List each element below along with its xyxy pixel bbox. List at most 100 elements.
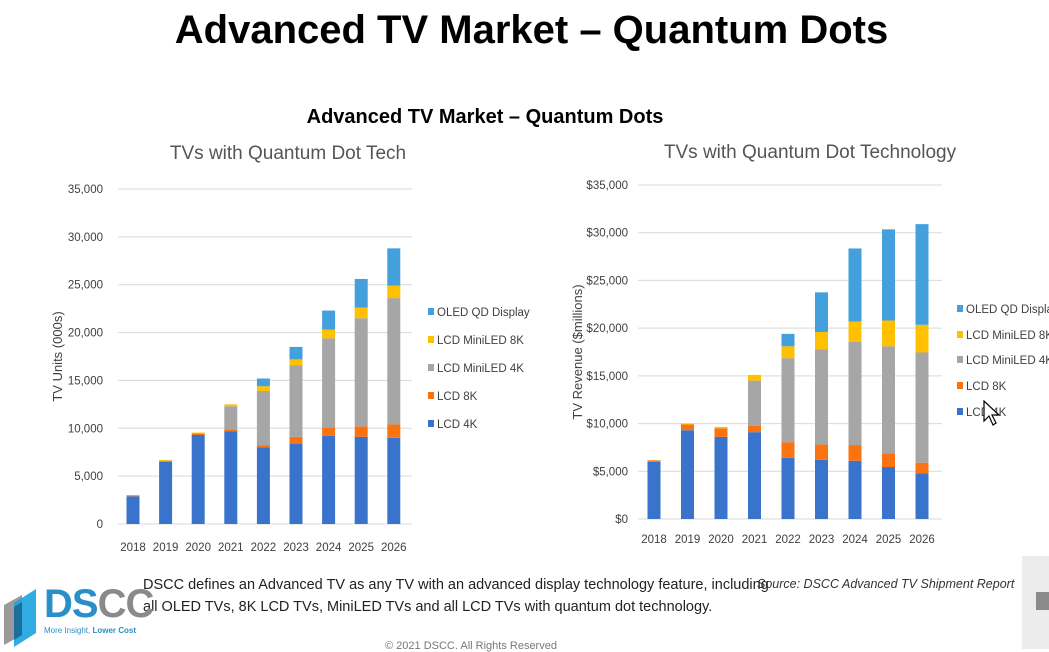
bar-segment-oled-qd-display	[322, 310, 336, 330]
bar-segment-lcd-8k	[256, 445, 270, 448]
x-tick-label: 2023	[809, 534, 835, 546]
legend-label: LCD 4K	[437, 419, 478, 431]
slide-subtitle: Advanced TV Market – Quantum Dots	[306, 106, 664, 128]
bar-segment-lcd-4k	[815, 459, 828, 519]
bar-segment-lcd-miniled-8k	[882, 320, 895, 347]
legend-label: LCD 8K	[437, 391, 478, 403]
bar-segment-oled-qd-display	[781, 333, 795, 347]
bar-segment-lcd-4k	[322, 435, 336, 524]
legend-label: OLED QD Display	[437, 307, 530, 319]
bar-segment-lcd-miniled-4k	[354, 318, 368, 427]
bar-segment-lcd-8k	[647, 460, 661, 462]
dscc-logo: DSCC More Insight, Lower Cost	[0, 583, 154, 649]
bar-segment-lcd-miniled-8k	[387, 285, 401, 299]
footer-line-1: DSCC defines an Advanced TV as any TV wi…	[143, 577, 769, 593]
bar-segment-lcd-8k	[748, 425, 761, 433]
y-tick-label: 25,000	[68, 280, 103, 292]
x-tick-label: 2019	[675, 534, 701, 546]
bar-segment-lcd-8k	[915, 462, 929, 474]
bar-segment-lcd-miniled-4k	[882, 346, 895, 454]
bar-segment-lcd-8k	[848, 445, 862, 461]
bar-segment-lcd-miniled-4k	[848, 341, 862, 446]
bar-segment-lcd-miniled-4k	[748, 380, 761, 426]
legend-swatch	[428, 336, 434, 343]
y-tick-label: $25,000	[586, 275, 628, 287]
y-tick-label: 10,000	[68, 423, 103, 435]
bar-segment-lcd-4k	[354, 436, 368, 524]
x-tick-label: 2021	[218, 542, 244, 554]
y-tick-label: 5,000	[74, 471, 103, 483]
bar-segment-lcd-8k	[387, 424, 401, 438]
y-tick-label: $0	[615, 514, 628, 526]
y-tick-label: 35,000	[68, 184, 103, 196]
bar-segment-lcd-8k	[714, 428, 728, 437]
y-axis-label: TV Revenue ($millions)	[570, 284, 585, 419]
bar-segment-lcd-4k	[781, 457, 795, 519]
bar-segment-lcd-4k	[915, 473, 929, 519]
y-tick-label: $35,000	[586, 180, 628, 192]
bar-segment-lcd-miniled-8k	[354, 307, 368, 319]
bar-segment-oled-qd-display	[354, 278, 368, 308]
bar-segment-lcd-miniled-8k	[322, 329, 336, 339]
bar-segment-lcd-miniled-8k	[256, 386, 270, 391]
bar-segment-lcd-miniled-8k	[848, 321, 862, 342]
copyright: © 2021 DSCC. All Rights Reserved	[385, 640, 557, 652]
bar-segment-lcd-miniled-8k	[748, 374, 761, 381]
y-tick-label: $10,000	[586, 419, 628, 431]
y-tick-label: 20,000	[68, 328, 103, 340]
corner-decoration	[1022, 556, 1049, 649]
y-tick-label: 30,000	[68, 232, 103, 244]
x-tick-label: 2024	[316, 542, 342, 554]
logo-mark-icon	[4, 589, 36, 647]
bar-segment-oled-qd-display	[256, 378, 270, 387]
bar-segment-lcd-4k	[848, 460, 862, 519]
footer-line-2: all OLED TVs, 8K LCD TVs, MiniLED TVs an…	[143, 599, 713, 615]
source-note: Source: DSCC Advanced TV Shipment Report	[757, 577, 1015, 591]
bar-segment-lcd-4k	[681, 430, 694, 519]
legend-swatch	[957, 382, 963, 389]
bar-segment-lcd-miniled-4k	[224, 406, 238, 430]
bar-segment-lcd-miniled-4k	[781, 358, 795, 443]
bar-segment-lcd-4k	[224, 431, 238, 524]
legend-swatch	[428, 308, 434, 315]
bar-segment-lcd-8k	[815, 444, 828, 460]
y-tick-label: $5,000	[593, 466, 628, 478]
legend-swatch	[957, 408, 963, 415]
x-tick-label: 2020	[708, 534, 734, 546]
legend-swatch	[428, 364, 434, 371]
bar-segment-lcd-4k	[714, 436, 728, 519]
bar-segment-lcd-miniled-8k	[289, 359, 303, 366]
bar-segment-lcd-8k	[681, 424, 694, 431]
x-tick-label: 2018	[120, 542, 146, 554]
bar-segment-lcd-miniled-4k	[256, 390, 270, 446]
bar-segment-lcd-4k	[191, 434, 205, 524]
bar-segment-lcd-4k	[159, 461, 173, 524]
bar-segment-lcd-8k	[159, 460, 173, 462]
slide-title: Advanced TV Market – Quantum Dots	[174, 8, 889, 52]
bar-segment-lcd-miniled-8k	[159, 459, 173, 461]
mouse-cursor-icon	[983, 400, 1001, 426]
bar-segment-oled-qd-display	[848, 248, 862, 322]
bar-segment-lcd-4k	[126, 496, 140, 524]
right-chart-title: TVs with Quantum Dot Technology	[663, 142, 957, 163]
bar-segment-lcd-8k	[882, 453, 895, 467]
bar-segment-lcd-miniled-8k	[915, 324, 929, 353]
bar-segment-lcd-miniled-8k	[191, 432, 205, 434]
bar-segment-lcd-miniled-8k	[681, 423, 694, 425]
legend-label: LCD MiniLED 4K	[437, 363, 524, 375]
bar-segment-oled-qd-display	[815, 292, 828, 332]
bar-segment-lcd-miniled-4k	[815, 349, 828, 445]
y-tick-label: 0	[97, 519, 103, 531]
legend-swatch	[957, 356, 963, 363]
bar-segment-lcd-8k	[224, 429, 238, 432]
bar-segment-oled-qd-display	[882, 229, 895, 321]
legend-label: LCD MiniLED 4K	[966, 355, 1049, 367]
footer-definition: DSCC defines an Advanced TV as any TV wi…	[143, 574, 769, 618]
bar-segment-oled-qd-display	[915, 224, 929, 325]
legend-label: LCD 8K	[966, 381, 1007, 393]
bar-segment-lcd-miniled-4k	[289, 365, 303, 437]
y-tick-label: $20,000	[586, 323, 628, 335]
bar-segment-lcd-8k	[289, 436, 303, 444]
